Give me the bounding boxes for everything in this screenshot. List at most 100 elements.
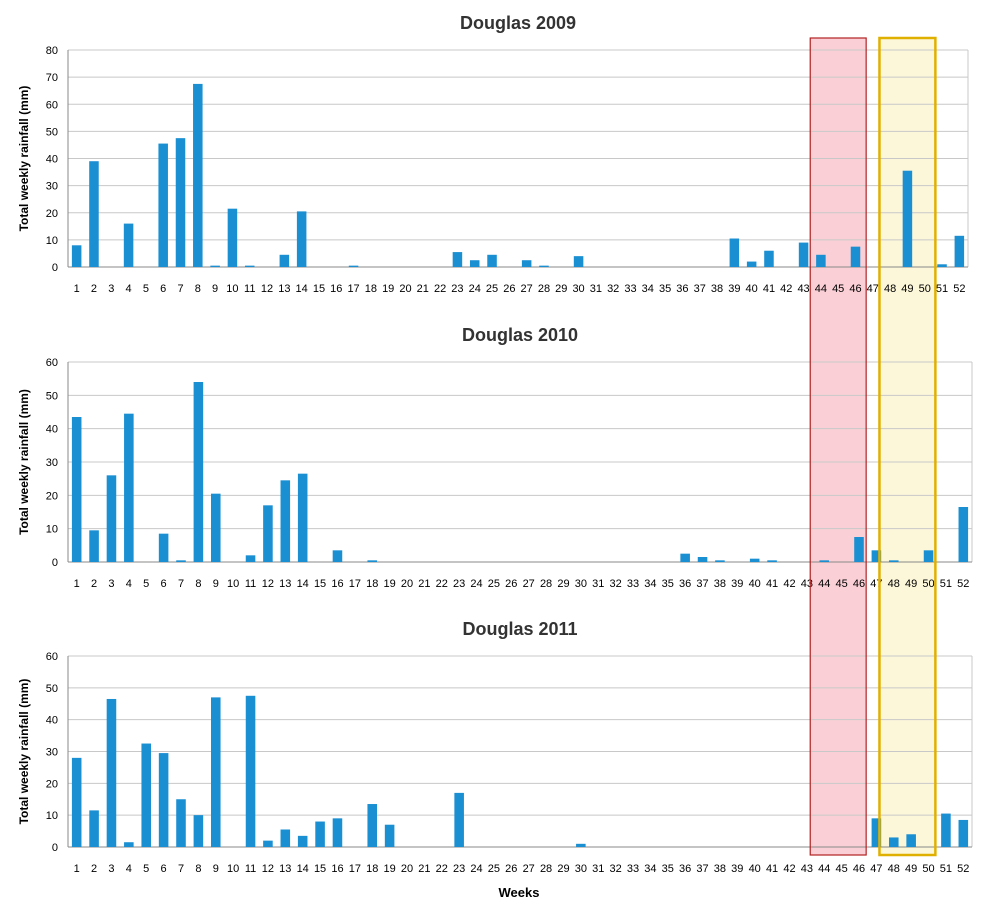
x-tick-label: 7 xyxy=(178,863,184,875)
x-tick-label: 49 xyxy=(905,578,917,590)
x-tick-label: 50 xyxy=(919,283,931,295)
x-tick-label: 4 xyxy=(126,578,132,590)
x-tick-label: 8 xyxy=(195,578,201,590)
x-tick-label: 21 xyxy=(418,578,430,590)
x-tick-label: 35 xyxy=(659,283,671,295)
bar-week-44 xyxy=(819,560,830,562)
x-tick-label: 49 xyxy=(901,283,913,295)
bar-week-3 xyxy=(106,698,117,847)
bar-week-17 xyxy=(348,265,359,267)
bar-week-40 xyxy=(746,261,757,267)
x-tick-label: 18 xyxy=(366,578,378,590)
bar-week-49 xyxy=(906,834,916,847)
x-tick-label: 22 xyxy=(434,283,446,295)
y-tick-label: 40 xyxy=(46,424,58,436)
x-tick-label: 17 xyxy=(349,578,361,590)
bar-week-1 xyxy=(71,417,82,562)
bar-week-27 xyxy=(521,260,532,267)
x-tick-label: 46 xyxy=(849,283,861,295)
x-tick-label: 28 xyxy=(540,863,552,875)
bar-week-12 xyxy=(263,505,273,562)
x-tick-label: 37 xyxy=(696,578,708,590)
y-tick-label: 40 xyxy=(46,154,58,166)
bar-week-47 xyxy=(871,818,882,847)
x-tick-label: 4 xyxy=(126,283,132,295)
x-tick-label: 2 xyxy=(91,578,97,590)
x-tick-label: 32 xyxy=(609,578,621,590)
bar-week-7 xyxy=(176,560,186,562)
x-tick-label: 29 xyxy=(557,578,569,590)
x-tick-label: 46 xyxy=(853,578,865,590)
x-tick-label: 39 xyxy=(728,283,740,295)
y-tick-label: 30 xyxy=(46,747,58,759)
bar-week-43 xyxy=(798,242,809,267)
x-tick-label: 44 xyxy=(818,578,830,590)
x-tick-label: 29 xyxy=(557,863,569,875)
x-axis-label: Weeks xyxy=(499,885,540,900)
y-tick-label: 50 xyxy=(46,126,58,138)
y-tick-label: 20 xyxy=(46,490,58,502)
x-tick-label: 14 xyxy=(296,283,308,295)
bar-week-1 xyxy=(71,757,82,847)
bar-week-23 xyxy=(454,792,464,847)
x-tick-label: 11 xyxy=(244,283,255,295)
y-tick-label: 20 xyxy=(46,778,58,790)
x-tick-label: 35 xyxy=(662,863,674,875)
bar-week-39 xyxy=(729,238,740,267)
x-tick-label: 4 xyxy=(126,863,132,875)
x-tick-label: 24 xyxy=(470,578,482,590)
x-tick-label: 13 xyxy=(279,863,291,875)
x-tick-label: 20 xyxy=(399,283,411,295)
x-tick-label: 12 xyxy=(262,578,274,590)
bar-week-11 xyxy=(244,265,255,267)
bar-week-14 xyxy=(296,211,307,267)
x-tick-label: 7 xyxy=(178,578,184,590)
x-tick-label: 10 xyxy=(227,863,239,875)
x-tick-label: 38 xyxy=(714,863,726,875)
x-tick-label: 23 xyxy=(451,283,463,295)
x-tick-label: 51 xyxy=(936,283,948,295)
x-tick-label: 8 xyxy=(195,283,201,295)
y-axis-label: Total weekly rainfall (mm) xyxy=(17,389,31,535)
bar-week-37 xyxy=(697,557,708,562)
x-tick-label: 8 xyxy=(195,863,201,875)
bar-week-3 xyxy=(106,475,117,562)
bar-week-8 xyxy=(193,83,203,267)
x-tick-label: 52 xyxy=(953,283,965,295)
y-tick-label: 20 xyxy=(46,208,58,220)
x-tick-label: 5 xyxy=(143,863,149,875)
bar-week-6 xyxy=(158,143,168,267)
x-tick-label: 36 xyxy=(679,863,691,875)
highlight-band-border-2 xyxy=(878,36,937,857)
bar-week-8 xyxy=(193,382,204,562)
x-tick-label: 33 xyxy=(627,578,639,590)
x-tick-label: 19 xyxy=(383,578,395,590)
x-tick-label: 7 xyxy=(177,283,183,295)
bar-week-9 xyxy=(210,265,220,267)
x-tick-label: 3 xyxy=(108,578,114,590)
y-tick-label: 70 xyxy=(46,72,58,84)
x-tick-label: 47 xyxy=(870,863,882,875)
x-tick-label: 6 xyxy=(161,578,167,590)
x-tick-label: 31 xyxy=(590,283,602,295)
x-tick-label: 17 xyxy=(349,863,361,875)
x-tick-label: 6 xyxy=(161,863,167,875)
x-tick-label: 27 xyxy=(521,283,533,295)
x-tick-label: 41 xyxy=(766,578,778,590)
x-tick-label: 41 xyxy=(766,863,778,875)
x-tick-label: 2 xyxy=(91,863,97,875)
bar-week-44 xyxy=(816,254,826,267)
y-tick-label: 80 xyxy=(46,45,58,57)
bar-week-14 xyxy=(297,835,308,847)
x-tick-label: 22 xyxy=(436,578,448,590)
bar-week-15 xyxy=(315,821,325,847)
x-tick-label: 42 xyxy=(783,863,795,875)
chart-title: Douglas 2009 xyxy=(460,13,576,33)
x-tick-label: 36 xyxy=(676,283,688,295)
y-tick-label: 30 xyxy=(46,181,58,193)
y-tick-label: 60 xyxy=(46,651,58,663)
x-tick-label: 25 xyxy=(488,578,500,590)
x-tick-label: 10 xyxy=(226,283,238,295)
x-tick-label: 6 xyxy=(160,283,166,295)
